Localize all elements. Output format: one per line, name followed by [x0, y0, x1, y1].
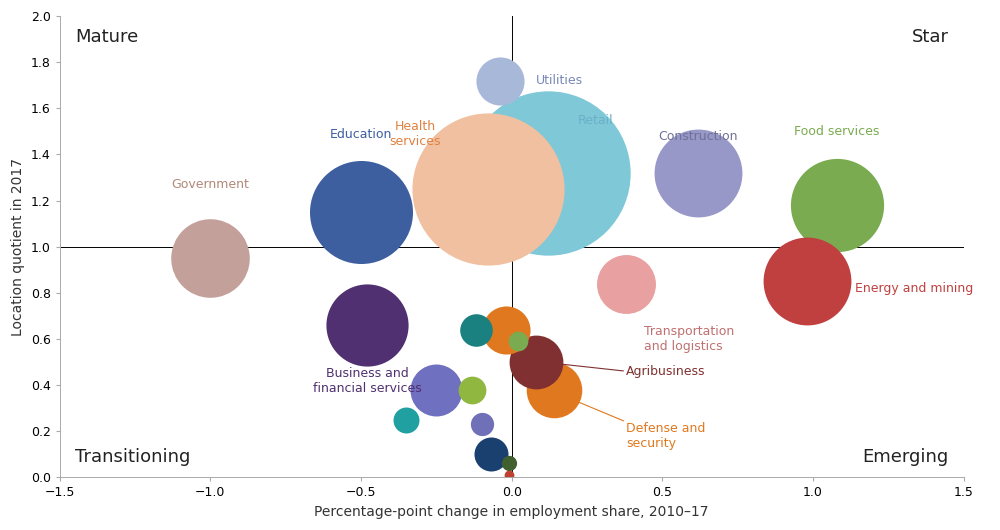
Point: [618, 279, 634, 288]
Point: [829, 201, 845, 209]
Point: [528, 358, 544, 366]
Text: Star: Star: [912, 28, 949, 46]
Point: [353, 208, 369, 216]
Point: [483, 450, 499, 458]
Text: Defense and
security: Defense and security: [626, 422, 706, 450]
Text: Education: Education: [330, 128, 392, 140]
Point: [474, 420, 490, 429]
Text: Transitioning: Transitioning: [75, 448, 190, 466]
Point: [492, 76, 508, 85]
Text: Transportation
and logistics: Transportation and logistics: [644, 325, 734, 353]
Point: [468, 325, 484, 334]
Text: Food services: Food services: [794, 125, 880, 138]
Text: Energy and mining: Energy and mining: [855, 282, 973, 295]
Point: [464, 385, 480, 394]
Point: [546, 385, 562, 394]
Text: Retail: Retail: [578, 114, 614, 127]
Text: Agribusiness: Agribusiness: [626, 365, 706, 378]
Text: Utilities: Utilities: [536, 74, 583, 87]
Text: Health
services: Health services: [389, 120, 441, 147]
X-axis label: Percentage-point change in employment share, 2010–17: Percentage-point change in employment sh…: [314, 505, 709, 519]
Text: Mature: Mature: [75, 28, 138, 46]
Point: [428, 385, 444, 394]
Text: Construction: Construction: [659, 130, 738, 143]
Point: [540, 169, 556, 177]
Point: [501, 459, 517, 467]
Text: Government: Government: [171, 179, 249, 191]
Text: Business and
financial services: Business and financial services: [313, 367, 421, 395]
Point: [498, 325, 514, 334]
Point: [398, 416, 414, 424]
Point: [510, 337, 526, 346]
Point: [202, 254, 218, 262]
Point: [501, 471, 517, 479]
Point: [480, 185, 496, 193]
Point: [359, 321, 375, 329]
Y-axis label: Location quotient in 2017: Location quotient in 2017: [11, 158, 25, 335]
Text: Emerging: Emerging: [862, 448, 949, 466]
Point: [799, 277, 815, 286]
Point: [690, 169, 706, 177]
